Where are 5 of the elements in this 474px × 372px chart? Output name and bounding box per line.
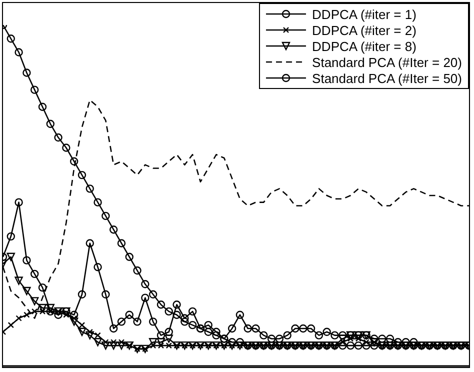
legend-label: DDPCA (#iter = 1) bbox=[312, 6, 416, 22]
legend-label: Standard PCA (#Iter = 50) bbox=[312, 70, 462, 86]
legend-label: DDPCA (#iter = 2) bbox=[312, 22, 416, 38]
legend-label: Standard PCA (#Iter = 20) bbox=[312, 54, 462, 70]
legend-label: DDPCA (#iter = 8) bbox=[312, 38, 416, 54]
